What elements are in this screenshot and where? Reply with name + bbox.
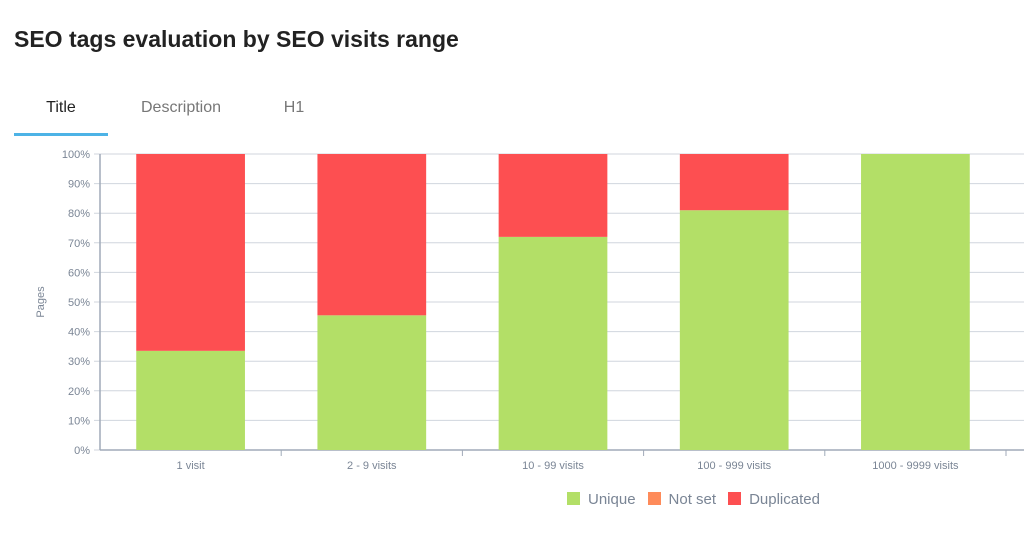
x-tick-label: 1 visit <box>177 460 205 472</box>
y-tick-label: 50% <box>68 297 90 309</box>
y-tick-label: 70% <box>68 238 90 250</box>
y-tick-label: 20% <box>68 386 90 398</box>
bar-unique <box>861 154 970 450</box>
bar-unique <box>317 315 427 450</box>
tab-h1[interactable]: H1 <box>283 99 305 116</box>
legend-item-not-set[interactable]: Not set <box>647 491 716 508</box>
y-tick-label: 10% <box>68 415 90 427</box>
x-tick-label: 10 - 99 visits <box>522 460 584 472</box>
tab-bar: Title Description H1 <box>14 96 334 136</box>
y-tick-label: 80% <box>68 208 90 220</box>
x-tick-label: 2 - 9 visits <box>347 460 397 472</box>
bar-unique <box>136 350 245 450</box>
y-axis-label: Pages <box>35 286 47 318</box>
bar-unique <box>498 236 608 450</box>
tab-description[interactable]: Description <box>140 99 222 116</box>
y-tick-label: 100% <box>62 149 90 161</box>
legend: Unique Not set Duplicated <box>567 491 820 508</box>
bar-duplicated <box>317 154 427 316</box>
x-tick-label: 1000 - 9999 visits <box>872 460 959 472</box>
bar-unique <box>679 210 789 450</box>
legend-item-duplicated[interactable]: Duplicated <box>728 491 820 508</box>
tab-title[interactable]: Title <box>14 96 108 136</box>
bar-duplicated <box>679 154 789 211</box>
bar-duplicated <box>498 154 608 237</box>
page-title: SEO tags evaluation by SEO visits range <box>14 26 459 52</box>
y-tick-label: 40% <box>68 327 90 339</box>
x-tick-label: 100 - 999 visits <box>697 460 771 472</box>
y-tick-label: 30% <box>68 356 90 368</box>
y-tick-label: 0% <box>74 445 90 457</box>
bar-duplicated <box>136 154 245 351</box>
legend-item-unique[interactable]: Unique <box>567 491 636 508</box>
y-tick-label: 60% <box>68 267 90 279</box>
y-tick-label: 90% <box>68 179 90 191</box>
